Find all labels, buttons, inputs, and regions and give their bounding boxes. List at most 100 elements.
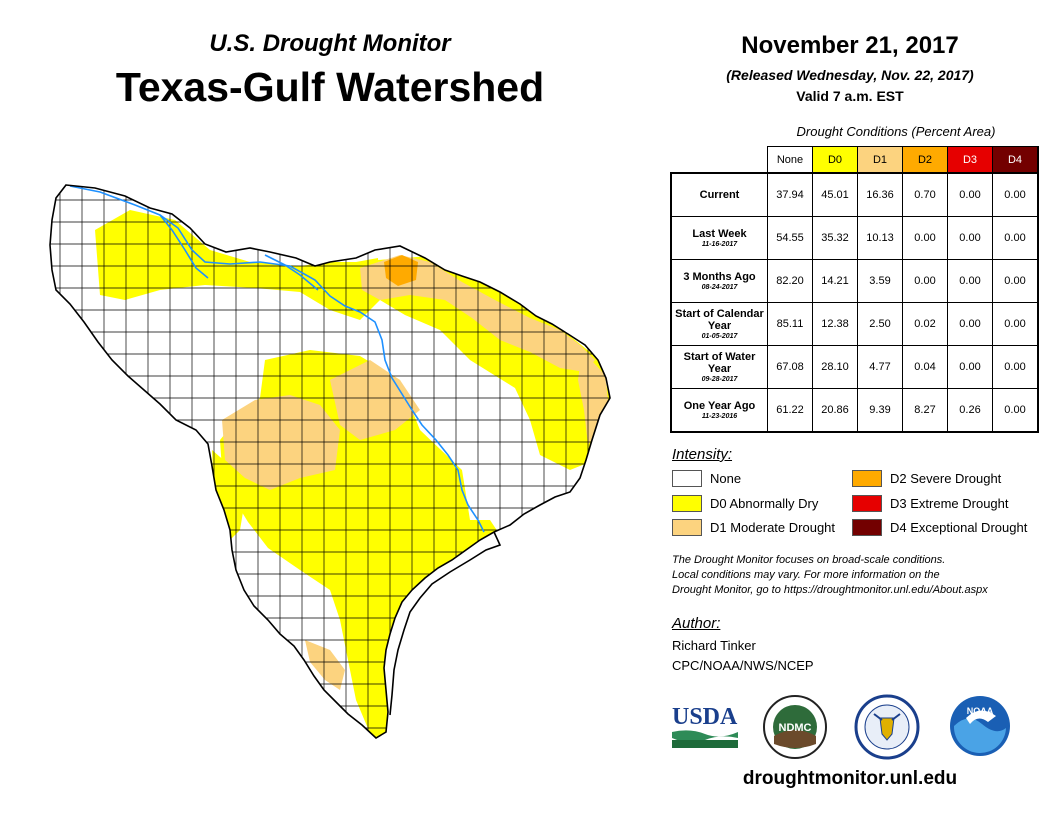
table-cell: 0.02 (902, 302, 948, 346)
table-cell: 61.22 (767, 388, 813, 433)
table-row: Last Week 11-16-2017 54.55 35.32 10.13 0.00 0.… (670, 216, 1039, 260)
note-line: Local conditions may vary. For more info… (672, 569, 940, 581)
d0-area-north (95, 210, 380, 320)
commerce-seal (854, 694, 920, 760)
table-cell: 0.00 (992, 345, 1039, 389)
legend-item-d1: D1 Moderate Drought (672, 519, 835, 536)
legend-swatch (672, 495, 702, 512)
table-cell: 0.00 (947, 216, 993, 260)
row-date: 01-05-2017 (701, 332, 738, 340)
map-subtitle: U.S. Drought Monitor (209, 30, 451, 57)
d0-area-east (378, 256, 610, 470)
table-cell: 0.70 (902, 172, 948, 217)
legend-item-d2: D2 Severe Drought (852, 470, 1001, 487)
table-row: Current 37.94 45.01 16.36 0.70 0.00 0.00 (670, 172, 1039, 217)
table-cell: 9.39 (857, 388, 903, 433)
table-cell: 12.38 (812, 302, 858, 346)
table-header-row: None D0 D1 D2 D3 D4 (671, 146, 1039, 174)
legend-title: Intensity: (672, 446, 733, 463)
table-cell: 45.01 (812, 172, 858, 217)
ndmc-logo: NDMC (763, 695, 827, 759)
legend-label: D0 Abnormally Dry (710, 496, 819, 511)
col-d0: D0 (812, 146, 858, 174)
author-org: CPC/NOAA/NWS/NCEP (672, 658, 814, 673)
author-name: Richard Tinker (672, 638, 756, 653)
row-label-text: Current (699, 189, 740, 201)
note-line: Drought Monitor, go to https://droughtmo… (672, 584, 988, 596)
table-cell: 0.26 (947, 388, 993, 433)
table-cell: 0.00 (992, 216, 1039, 260)
table-cell: 54.55 (767, 216, 813, 260)
table-row: Start of Calendar Year 01-05-2017 85.11 12.… (670, 302, 1039, 346)
legend-item-d4: D4 Exceptional Drought (852, 519, 1027, 536)
table-cell: 20.86 (812, 388, 858, 433)
legend-swatch (852, 495, 882, 512)
row-label: 3 Months Ago 08-24-2017 (670, 259, 768, 303)
legend-item-d3: D3 Extreme Drought (852, 495, 1009, 512)
table-cell: 0.00 (902, 216, 948, 260)
row-date: 11-23-2016 (701, 412, 738, 420)
table-row: Start of Water Year 09-28-2017 67.08 28.10 4… (670, 345, 1039, 389)
row-label-text: Start of Water Year (683, 350, 756, 375)
usda-logo-text: USDA (672, 704, 738, 730)
row-date: 09-28-2017 (701, 375, 738, 383)
table-cell: 4.77 (857, 345, 903, 389)
legend-swatch (672, 470, 702, 487)
author-heading: Author: (672, 615, 721, 632)
table-row: One Year Ago 11-23-2016 61.22 20.86 9.39 8.27… (670, 388, 1039, 433)
col-d3: D3 (947, 146, 993, 174)
row-label: Start of Calendar Year 01-05-2017 (670, 302, 768, 346)
row-date: 11-16-2017 (701, 240, 738, 248)
drought-conditions-table: None D0 D1 D2 D3 D4 Current 37.94 45.01 16.… (670, 146, 1039, 433)
legend-label: D2 Severe Drought (890, 471, 1002, 486)
map-date: November 21, 2017 (741, 32, 959, 59)
coastline (389, 531, 502, 716)
table-cell: 85.11 (767, 302, 813, 346)
table-cell: 82.20 (767, 259, 813, 303)
legend-item-none: None (672, 470, 741, 487)
col-d2: D2 (902, 146, 948, 174)
valid-time: Valid 7 a.m. EST (796, 88, 904, 104)
monitor-note: The Drought Monitor focuses on broad-sca… (672, 553, 1042, 598)
d1-area-south (305, 640, 345, 690)
footer-url[interactable]: droughtmonitor.unl.edu (742, 768, 958, 789)
watershed-map (49, 184, 611, 739)
table-cell: 10.13 (857, 216, 903, 260)
legend-swatch (672, 519, 702, 536)
table-caption: Drought Conditions (Percent Area) (796, 124, 996, 139)
ndmc-logo-text: NDMC (779, 722, 812, 734)
row-label-text: Start of Calendar Year (675, 307, 764, 332)
legend-label: D4 Exceptional Drought (890, 520, 1028, 535)
row-label-text: 3 Months Ago (683, 270, 756, 283)
row-label: One Year Ago 11-23-2016 (670, 388, 768, 433)
table-cell: 0.04 (902, 345, 948, 389)
row-label: Last Week 11-16-2017 (670, 216, 768, 260)
row-date: 08-24-2017 (701, 283, 738, 291)
table-cell: 35.32 (812, 216, 858, 260)
table-cell: 0.00 (947, 259, 993, 303)
table-cell: 0.00 (902, 259, 948, 303)
usda-logo: USDA (672, 704, 738, 748)
release-date: (Released Wednesday, Nov. 22, 2017) (726, 67, 974, 83)
table-cell: 67.08 (767, 345, 813, 389)
noaa-logo: NOAA (950, 696, 1010, 756)
col-d4: D4 (992, 146, 1039, 174)
table-cell: 0.00 (947, 302, 993, 346)
table-cell: 0.00 (992, 172, 1039, 217)
table-cell: 0.00 (992, 302, 1039, 346)
table-cell: 3.59 (857, 259, 903, 303)
note-line: The Drought Monitor focuses on broad-sca… (672, 554, 946, 566)
legend-swatch (852, 519, 882, 536)
map-title: Texas-Gulf Watershed (115, 64, 545, 110)
d1-area-northeast (360, 255, 595, 372)
table-corner (671, 147, 768, 174)
row-label: Start of Water Year 09-28-2017 (670, 345, 768, 389)
table-row: 3 Months Ago 08-24-2017 82.20 14.21 3.59 0.00… (670, 259, 1039, 303)
d0-area-west (212, 450, 245, 540)
legend-label: D3 Extreme Drought (890, 496, 1009, 511)
rivers (69, 185, 485, 533)
table-cell: 16.36 (857, 172, 903, 217)
legend-swatch (852, 470, 882, 487)
table-cell: 37.94 (767, 172, 813, 217)
table-cell: 28.10 (812, 345, 858, 389)
